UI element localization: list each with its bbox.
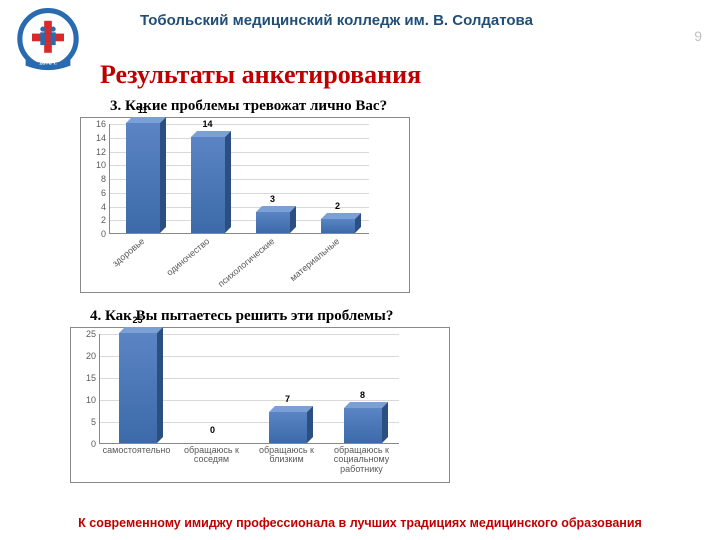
question-4: 4. Как Вы пытаетесь решить эти проблемы? (90, 308, 720, 325)
y-tick: 10 (86, 395, 100, 405)
y-tick: 8 (101, 174, 110, 184)
bar: 3 (256, 123, 290, 233)
chart-4-container: 051015202525078 самостоятельнообращаюсь … (70, 327, 720, 488)
y-tick: 15 (86, 373, 100, 383)
x-axis-label: психологические (201, 236, 276, 302)
y-tick: 2 (101, 215, 110, 225)
y-tick: 25 (86, 329, 100, 339)
page-number: 9 (694, 28, 702, 44)
x-axis-label: обращаюсь к социальному работнику (321, 446, 402, 474)
chart-3-container: 0246810121416111432 здоровьеодиночествоп… (80, 117, 720, 298)
x-axis-label: здоровье (71, 236, 146, 302)
x-axis-label: обращаюсь к близким (246, 446, 327, 465)
bar: 11 (126, 123, 160, 233)
org-name: Тобольский медицинский колледж им. В. Со… (140, 12, 533, 30)
x-axis-label: материальные (266, 236, 341, 302)
x-axis-label: самостоятельно (96, 446, 177, 455)
y-tick: 6 (101, 188, 110, 198)
x-axis-label: одиночество (136, 236, 211, 302)
footer-slogan: К современному имиджу профессионала в лу… (0, 516, 720, 530)
bar: 7 (269, 333, 307, 443)
bar-value-label: 14 (202, 119, 212, 129)
y-tick: 10 (96, 160, 110, 170)
bar: 0 (194, 333, 232, 443)
bar-value-label: 25 (132, 315, 142, 325)
bar-value-label: 11 (138, 105, 148, 115)
header: 1878 г. Тобольский медицинский колледж и… (0, 0, 720, 72)
bar: 14 (191, 123, 225, 233)
bar-value-label: 2 (335, 201, 340, 211)
y-tick: 12 (96, 147, 110, 157)
bar-value-label: 3 (270, 194, 275, 204)
bar: 2 (321, 123, 355, 233)
svg-text:1878 г.: 1878 г. (39, 60, 57, 66)
y-tick: 16 (96, 119, 110, 129)
chart-4-plot: 051015202525078 (99, 334, 399, 444)
y-tick: 20 (86, 351, 100, 361)
y-tick: 4 (101, 202, 110, 212)
y-tick: 5 (91, 417, 100, 427)
y-tick: 14 (96, 133, 110, 143)
bar-value-label: 7 (285, 394, 290, 404)
question-3: 3. Какие проблемы тревожат лично Вас? (110, 98, 720, 115)
org-logo: 1878 г. (16, 8, 80, 72)
bar: 8 (344, 333, 382, 443)
bar: 25 (119, 333, 157, 443)
bar-value-label: 8 (360, 390, 365, 400)
chart-3-plot: 0246810121416111432 (109, 124, 369, 234)
x-axis-label: обращаюсь к соседям (171, 446, 252, 465)
bar-value-label: 0 (210, 425, 215, 435)
